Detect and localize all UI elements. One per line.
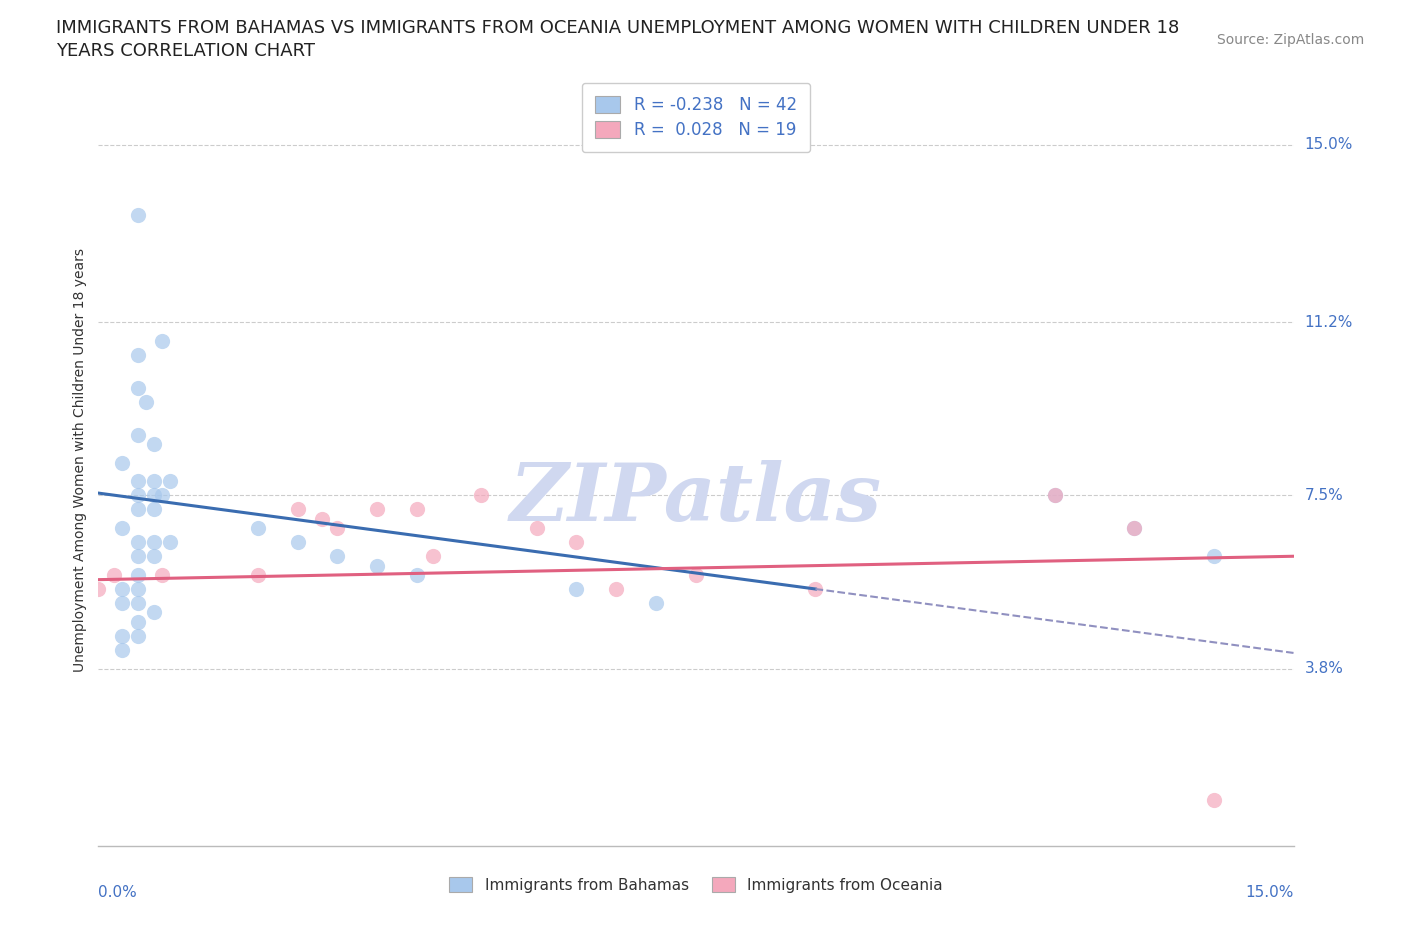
Point [1043, 488, 1066, 503]
Point [127, 207, 149, 222]
Point [103, 567, 125, 582]
Point [135, 394, 157, 409]
Point [470, 488, 492, 503]
Text: 15.0%: 15.0% [1246, 885, 1294, 900]
Point [246, 521, 269, 536]
Point [246, 567, 269, 582]
Point [422, 549, 444, 564]
Point [1202, 792, 1225, 807]
Point [143, 502, 166, 517]
Point [366, 558, 388, 573]
Point [685, 567, 707, 582]
Point [287, 502, 309, 517]
Text: 15.0%: 15.0% [1305, 137, 1353, 153]
Point [143, 488, 166, 503]
Point [127, 348, 149, 363]
Point [127, 488, 149, 503]
Point [326, 549, 349, 564]
Point [127, 567, 149, 582]
Text: Source: ZipAtlas.com: Source: ZipAtlas.com [1216, 33, 1364, 46]
Point [87, 581, 110, 596]
Point [111, 643, 134, 658]
Point [127, 535, 149, 550]
Text: ZIPatlas: ZIPatlas [510, 460, 882, 538]
Point [526, 521, 548, 536]
Text: 7.5%: 7.5% [1305, 488, 1343, 503]
Point [150, 488, 173, 503]
Point [127, 615, 149, 630]
Text: 11.2%: 11.2% [1305, 315, 1353, 330]
Point [127, 427, 149, 442]
Point [127, 629, 149, 644]
Point [159, 535, 181, 550]
Text: YEARS CORRELATION CHART: YEARS CORRELATION CHART [56, 42, 315, 60]
Point [143, 436, 166, 451]
Point [111, 456, 134, 471]
Point [111, 629, 134, 644]
Point [804, 581, 827, 596]
Point [406, 567, 429, 582]
Point [127, 502, 149, 517]
Legend: Immigrants from Bahamas, Immigrants from Oceania: Immigrants from Bahamas, Immigrants from… [441, 870, 950, 900]
Point [1123, 521, 1146, 536]
Point [311, 512, 333, 526]
Point [127, 549, 149, 564]
Point [111, 595, 134, 610]
Point [150, 567, 173, 582]
Point [645, 595, 668, 610]
Y-axis label: Unemployment Among Women with Children Under 18 years: Unemployment Among Women with Children U… [73, 248, 87, 672]
Point [111, 521, 134, 536]
Point [127, 380, 149, 395]
Point [287, 535, 309, 550]
Point [143, 604, 166, 619]
Point [143, 549, 166, 564]
Point [127, 595, 149, 610]
Point [150, 334, 173, 349]
Point [111, 581, 134, 596]
Text: 0.0%: 0.0% [98, 885, 138, 900]
Point [326, 521, 349, 536]
Point [143, 474, 166, 489]
Point [565, 581, 588, 596]
Point [1202, 549, 1225, 564]
Point [605, 581, 627, 596]
Text: 3.8%: 3.8% [1305, 661, 1344, 676]
Point [127, 474, 149, 489]
Point [143, 535, 166, 550]
Point [1123, 521, 1146, 536]
Point [406, 502, 429, 517]
Point [565, 535, 588, 550]
Point [159, 474, 181, 489]
Point [366, 502, 388, 517]
Text: IMMIGRANTS FROM BAHAMAS VS IMMIGRANTS FROM OCEANIA UNEMPLOYMENT AMONG WOMEN WITH: IMMIGRANTS FROM BAHAMAS VS IMMIGRANTS FR… [56, 19, 1180, 36]
Point [127, 581, 149, 596]
Point [1043, 488, 1066, 503]
